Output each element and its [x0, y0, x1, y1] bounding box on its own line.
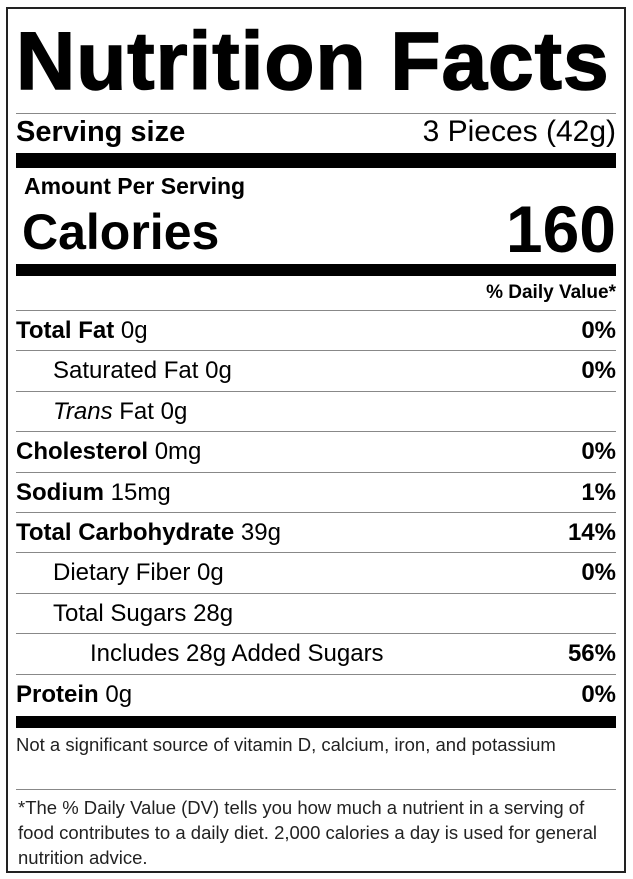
not-significant-note: Not a significant source of vitamin D, c…	[16, 733, 556, 755]
nutrient-name: Protein	[16, 680, 99, 708]
nutrient-row: Dietary Fiber 0g 0%	[16, 552, 616, 592]
nutrient-amount: 0g	[105, 680, 133, 708]
nutrient-name: Sodium	[16, 478, 104, 506]
divider	[16, 113, 616, 114]
nutrient-amount: 15mg	[110, 478, 171, 506]
nutrient-row: Saturated Fat 0g 0%	[16, 350, 616, 390]
divider	[16, 788, 616, 790]
nutrient-row: Sodium 15mg 1%	[16, 471, 616, 512]
nutrient-daily-value: 0%	[581, 680, 616, 708]
nutrient-amount: 0g	[205, 357, 232, 385]
nutrition-facts-label: Nutrition Facts Serving size 3 Pieces (4…	[6, 7, 626, 873]
nutrient-name: Includes 28g Added Sugars	[90, 640, 384, 668]
amount-per-serving: Amount Per Serving	[24, 173, 246, 199]
nutrient-amount: 0g	[120, 317, 148, 344]
nutrient-amount: 0g	[160, 397, 188, 425]
calories-label: Calories	[22, 204, 220, 260]
nutrient-name: Total Sugars	[53, 599, 187, 627]
nutrient-daily-value: 56%	[567, 640, 616, 668]
daily-value-header: % Daily Value*	[486, 282, 616, 303]
calories-row: Calories 160	[16, 192, 616, 266]
nutrient-row: Total Sugars 28g	[16, 592, 616, 633]
nutrient-name: Saturated Fat	[53, 357, 199, 385]
nutrient-daily-value: 0%	[581, 317, 616, 344]
nutrient-daily-value: 0%	[581, 559, 616, 587]
nutrient-name: Dietary Fiber	[53, 559, 191, 587]
nutrient-amount: 28g	[193, 599, 234, 627]
nutrient-name: Cholesterol	[16, 438, 149, 466]
nutrient-row: Includes 28g Added Sugars 56%	[16, 633, 616, 673]
thick-divider	[16, 153, 616, 168]
nutrient-name: Total Fat	[16, 317, 115, 344]
nutrient-name: Total Carbohydrate	[16, 518, 235, 546]
serving-size-value: 3 Pieces (42g)	[422, 115, 616, 148]
serving-size-row: Serving size 3 Pieces (42g)	[16, 114, 616, 150]
nutrient-row: Total Carbohydrate 39g 14%	[16, 511, 616, 552]
nutrient-amount: 0g	[197, 559, 224, 587]
nutrient-daily-value: 14%	[567, 518, 616, 546]
nutrient-row: Trans Fat 0g	[16, 390, 616, 431]
nutrient-row: Protein 0g 0%	[16, 673, 616, 714]
thick-divider	[16, 715, 616, 728]
nutrient-name-rest: Fat	[119, 397, 154, 425]
footnote: *The % Daily Value (DV) tells you how mu…	[18, 796, 597, 868]
nutrient-amount: 0mg	[154, 438, 202, 466]
nutrient-list: Total Fat 0g 0% Saturated Fat 0g 0% Trans Fa…	[16, 310, 616, 714]
nutrient-daily-value: 0%	[581, 357, 616, 385]
nutrient-daily-value: 1%	[581, 478, 616, 506]
nutrient-name: Trans	[53, 397, 113, 425]
nutrient-row: Total Fat 0g 0%	[16, 310, 616, 350]
title: Nutrition Facts	[16, 19, 610, 105]
serving-size-label: Serving size	[16, 116, 186, 148]
calories-value: 160	[505, 192, 616, 266]
nutrient-daily-value: 0%	[581, 438, 616, 466]
nutrient-amount: 39g	[240, 518, 281, 546]
thick-divider	[16, 264, 616, 276]
nutrient-row: Cholesterol 0mg 0%	[16, 431, 616, 471]
